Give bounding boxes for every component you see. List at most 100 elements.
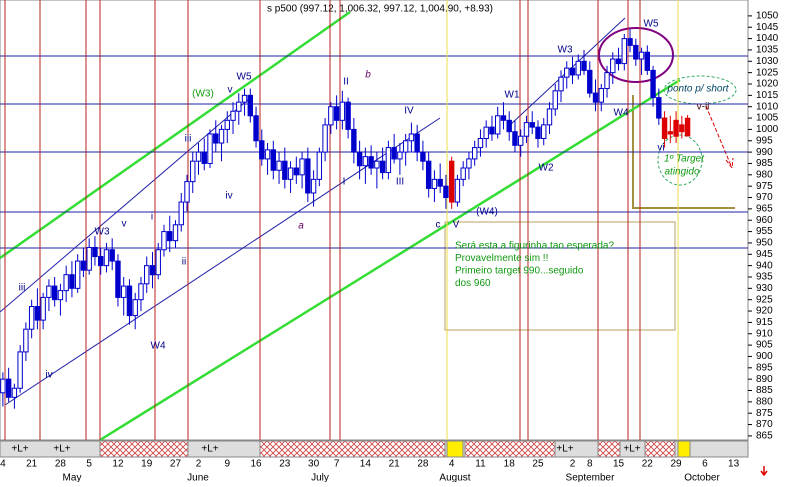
candle-body: [604, 72, 610, 90]
y-tick-label: 970: [756, 192, 773, 203]
x-tick-label: 21: [389, 459, 401, 470]
candle-body: [276, 160, 282, 171]
y-tick-label: 890: [756, 374, 773, 385]
candle-body: [615, 58, 622, 65]
y-tick-label: 915: [756, 317, 773, 328]
band-cell: [677, 440, 691, 458]
candle-body: [207, 133, 213, 164]
x-tick-label: 7: [334, 459, 340, 470]
candle-body: [414, 133, 420, 153]
candle-body: [5, 378, 12, 398]
x-tick-label: 27: [170, 459, 182, 470]
target-bracket: [632, 95, 735, 209]
x-tick-label: 29: [671, 459, 683, 470]
annotation: W5: [237, 72, 252, 83]
candle-body: [293, 167, 300, 176]
annotation: V: [453, 220, 460, 231]
candle-body: [310, 178, 317, 194]
annotation: IV: [404, 106, 414, 117]
candle-body: [408, 133, 415, 142]
y-tick-label: 990: [756, 147, 773, 158]
candle-body: [201, 151, 207, 164]
candle-body: [172, 224, 179, 242]
candle-body: [564, 67, 570, 78]
candle-body: [374, 160, 380, 169]
annotation: iii: [185, 134, 192, 145]
note-line: Provavelmente sim !!: [455, 253, 548, 264]
month-label: June: [187, 473, 209, 482]
note-line: Será esta a figurinha tao esperada?: [455, 241, 614, 252]
candle-body: [385, 147, 392, 174]
x-tick-label: 28: [55, 459, 67, 470]
y-tick-label: 1015: [756, 90, 779, 101]
candle-body: [121, 285, 127, 298]
candle-body: [420, 151, 426, 162]
candle-body: [74, 260, 81, 289]
candle-body: [541, 124, 547, 139]
candle-body: [379, 160, 386, 174]
candle-body: [328, 106, 334, 126]
candle-body: [287, 167, 294, 180]
candle-body: [477, 137, 484, 149]
candle-body: [161, 231, 167, 251]
candle-body: [483, 126, 489, 139]
candle-body: [621, 38, 627, 65]
annotation: c: [436, 220, 441, 231]
candle-body: [236, 101, 242, 112]
candle-body: [149, 265, 156, 276]
band-cell: [446, 440, 464, 458]
candle-body: [667, 131, 674, 135]
annotation: iii: [19, 283, 26, 294]
candle-body: [339, 101, 346, 121]
y-tick-label: 1020: [756, 79, 779, 90]
candle-body: [80, 260, 87, 271]
candle-body: [213, 133, 219, 144]
candle-body: [425, 160, 432, 189]
candle-body: [11, 387, 18, 398]
highlight-ellipse: [598, 27, 674, 83]
candle-body: [46, 285, 52, 298]
band-cell: [99, 440, 189, 458]
annotation: atingido: [664, 167, 699, 178]
y-tick-label: 1010: [756, 101, 779, 112]
x-tick-label: 9: [224, 459, 230, 470]
candle-body: [460, 167, 466, 180]
band-label: +L+: [53, 444, 70, 455]
y-tick-label: 900: [756, 351, 773, 362]
y-tick-label: 1025: [756, 67, 779, 78]
month-label: September: [566, 473, 616, 482]
candle-body: [587, 69, 593, 94]
candle-body: [322, 124, 328, 153]
candle-body: [397, 151, 403, 160]
channel-line: [99, 78, 681, 442]
candle-body: [178, 201, 184, 226]
annotation: W4: [151, 341, 166, 352]
y-tick-label: 910: [756, 328, 773, 339]
annotation: v: [122, 219, 127, 230]
candle-body: [569, 67, 576, 76]
y-tick-label: 885: [756, 385, 773, 396]
candle-body: [454, 178, 461, 203]
y-tick-label: 905: [756, 340, 773, 351]
candle-body: [495, 115, 501, 135]
candle-body: [512, 131, 518, 146]
band-cell: [597, 440, 621, 458]
candle-body: [448, 160, 455, 203]
candle-body: [17, 351, 23, 389]
candle-body: [92, 246, 98, 258]
month-label: August: [439, 473, 470, 482]
candle-body: [34, 306, 41, 321]
candle-body: [299, 158, 305, 176]
candle-body: [552, 90, 558, 110]
x-tick-label: 4: [449, 459, 455, 470]
y-tick-label: 940: [756, 260, 773, 271]
candle-body: [40, 296, 46, 321]
annotation: W1: [505, 90, 520, 101]
y-tick-label: 1030: [756, 56, 779, 67]
candle-body: [535, 126, 541, 139]
candle-body: [69, 274, 75, 289]
candle-body: [466, 158, 472, 169]
note-line: dos 960: [455, 278, 491, 289]
x-tick-label: 22: [642, 459, 654, 470]
